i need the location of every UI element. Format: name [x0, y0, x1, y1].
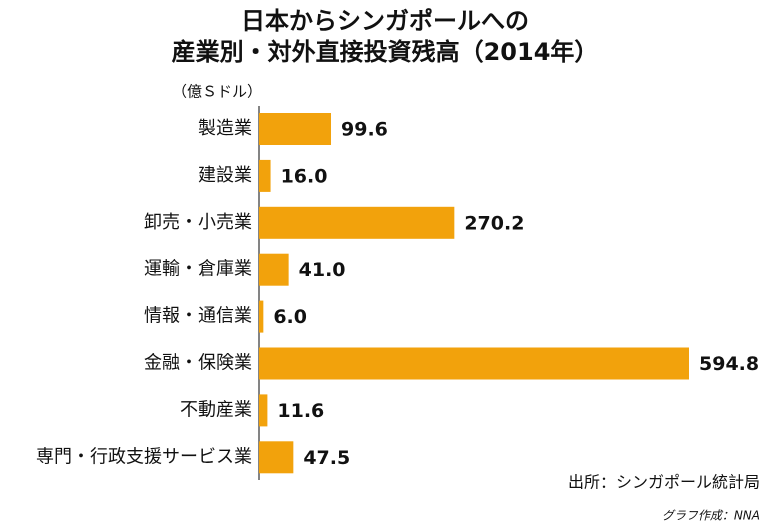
category-label: 製造業 [198, 118, 252, 139]
category-label: 不動産業 [180, 399, 252, 420]
category-label: 専門・行政支援サービス業 [36, 446, 252, 467]
value-label: 16.0 [281, 165, 328, 187]
bar [259, 253, 289, 286]
source: 出所：シンガポール統計局 [568, 473, 760, 492]
value-label: 99.6 [341, 119, 388, 141]
category-label: 卸売・小売業 [144, 212, 252, 233]
value-label: 47.5 [303, 447, 350, 469]
chart-title: 産業別・対外直接投資残高（2014年） [172, 38, 599, 66]
bar [259, 394, 268, 427]
bar [259, 206, 455, 239]
bar [259, 441, 294, 474]
chart-title: 日本からシンガポールへの [241, 7, 529, 35]
bar [259, 347, 689, 380]
category-label: 金融・保険業 [144, 353, 252, 374]
credit: グラフ作成：NNA [662, 509, 760, 523]
value-label: 41.0 [299, 259, 346, 281]
bar [259, 159, 271, 192]
category-label: 情報・通信業 [144, 306, 252, 327]
bar [259, 300, 264, 333]
value-label: 594.8 [699, 353, 759, 375]
value-label: 270.2 [464, 212, 524, 234]
category-label: 運輸・倉庫業 [144, 259, 252, 280]
unit-label: （億Ｓドル） [172, 83, 262, 101]
value-label: 6.0 [273, 306, 307, 328]
value-label: 11.6 [277, 400, 324, 422]
bar [259, 113, 332, 145]
category-label: 建設業 [198, 165, 252, 186]
